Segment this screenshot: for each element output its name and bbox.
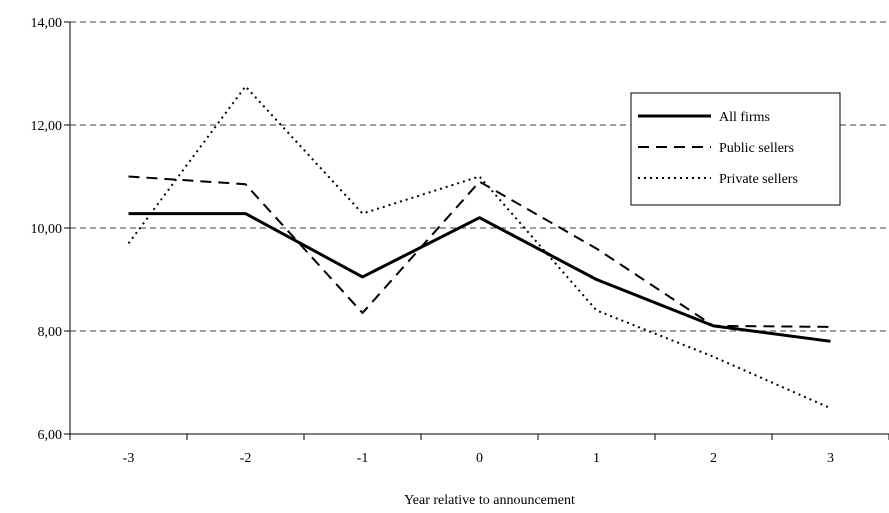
series-line-all-firms <box>128 212 831 343</box>
x-tick-label: 3 <box>827 451 834 466</box>
y-tick-label: 6,00 <box>38 428 63 443</box>
x-tick-label: -3 <box>123 451 135 466</box>
legend-box <box>630 92 841 206</box>
x-tick-label: 0 <box>476 451 483 466</box>
series-line-public-sellers <box>128 175 831 328</box>
y-tick-label: 8,00 <box>38 325 63 340</box>
y-tick-label: 12,00 <box>31 119 63 134</box>
x-axis-title: Year relative to announcement <box>404 493 575 508</box>
y-tick-label: 14,00 <box>31 16 63 31</box>
x-tick-label: -2 <box>240 451 252 466</box>
legend-label: All firms <box>719 110 770 125</box>
x-tick-label: 1 <box>593 451 600 466</box>
x-tick-label: 2 <box>710 451 717 466</box>
legend-label: Public sellers <box>719 141 794 156</box>
x-tick-label: -1 <box>357 451 369 466</box>
y-tick-label: 10,00 <box>31 222 63 237</box>
legend-label: Private sellers <box>719 172 798 187</box>
legend: All firms Public sellers Private sellers <box>630 92 841 206</box>
axes: 6,00 8,00 10,00 12,00 14,00 -3 -2 -1 0 1 2 3 <box>31 16 889 466</box>
series-lines <box>127 85 831 410</box>
